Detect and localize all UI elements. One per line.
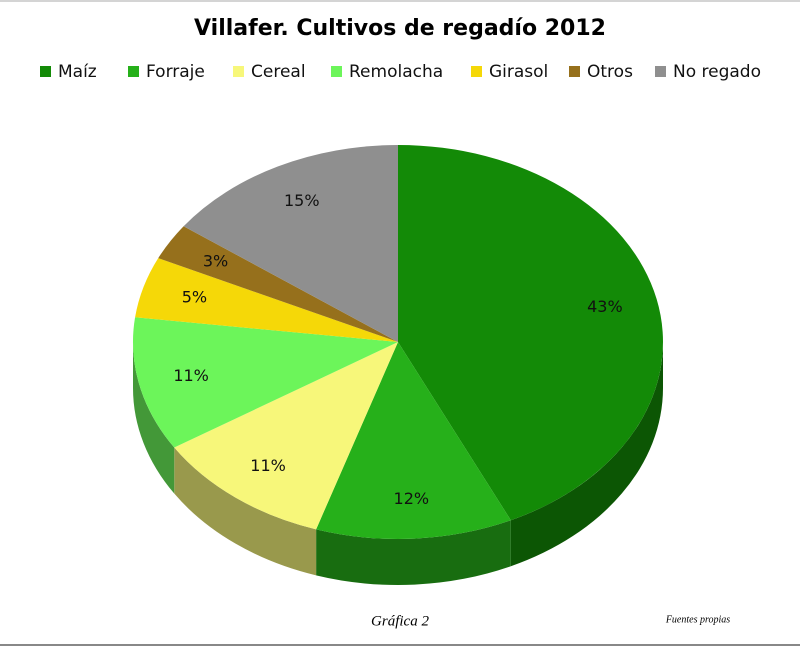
legend-swatch — [471, 66, 482, 77]
data-label: 3% — [203, 251, 228, 270]
slice — [316, 342, 511, 539]
legend-label: Remolacha — [349, 62, 443, 82]
slice-side — [316, 520, 511, 585]
legend-swatch — [233, 66, 244, 77]
slice — [158, 226, 398, 342]
legend-label: No regado — [673, 62, 761, 82]
slice-side — [510, 342, 663, 567]
legend-swatch — [128, 66, 139, 77]
legend-swatch — [40, 66, 51, 77]
legend-swatch — [655, 66, 666, 77]
chart-title: Villafer. Cultivos de regadío 2012 — [194, 16, 606, 41]
slice-side — [133, 342, 175, 494]
legend-label: Cereal — [251, 62, 306, 82]
source: Fuentes propias — [665, 614, 730, 625]
legend-label: Maíz — [58, 62, 97, 82]
slice — [183, 145, 398, 342]
data-label: 43% — [587, 297, 623, 316]
legend-swatch — [331, 66, 342, 77]
legend-label: Girasol — [489, 62, 548, 82]
slice — [398, 145, 663, 521]
slice — [135, 258, 398, 342]
data-label: 11% — [173, 366, 209, 385]
legend-label: Forraje — [146, 62, 205, 82]
slice-side — [174, 447, 317, 576]
slice — [133, 317, 399, 448]
data-label: 11% — [250, 456, 286, 475]
slice — [174, 342, 398, 530]
legend-label: Otros — [587, 62, 633, 82]
data-label: 12% — [394, 489, 430, 508]
caption: Gráfica 2 — [371, 613, 429, 629]
data-label: 15% — [284, 191, 320, 210]
data-label: 5% — [182, 288, 207, 307]
legend-swatch — [569, 66, 580, 77]
